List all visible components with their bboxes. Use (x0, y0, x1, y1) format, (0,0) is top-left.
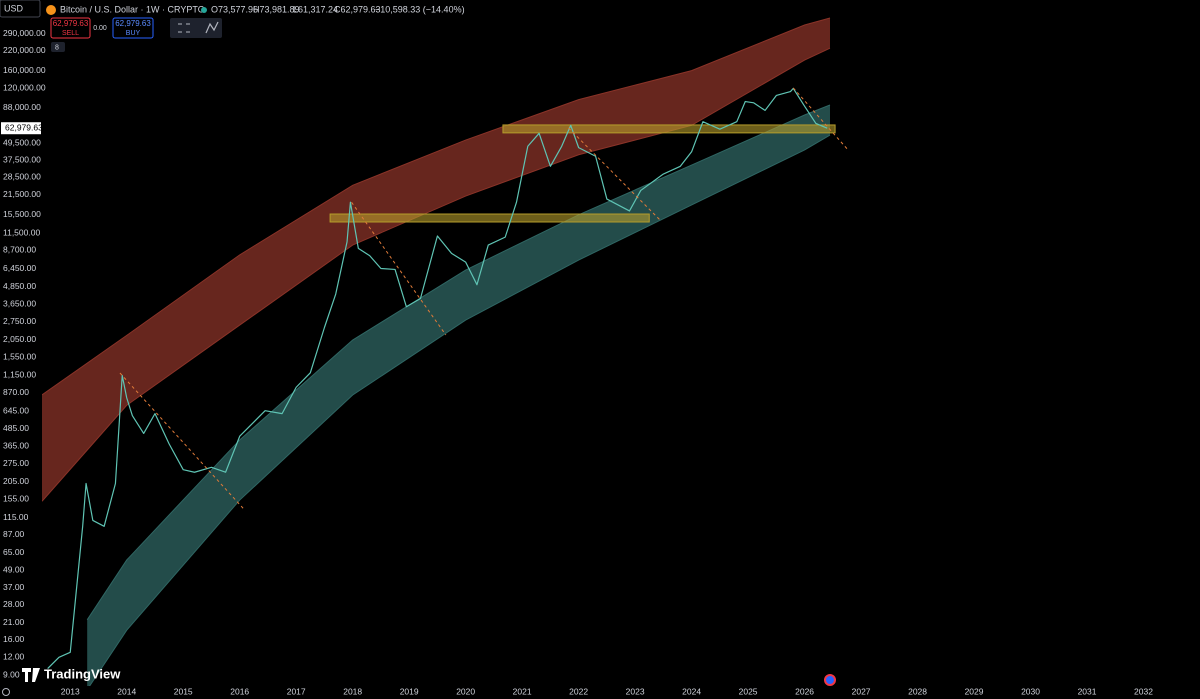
x-tick-label: 2014 (117, 686, 136, 696)
y-tick-label: 87.00 (3, 529, 25, 539)
x-tick-label: 2030 (1021, 686, 1040, 696)
y-tick-label: 645.00 (3, 405, 29, 415)
y-tick-label: 115.00 (3, 512, 29, 522)
y-tick-label: 1,150.00 (3, 370, 36, 380)
band-fill (87, 105, 831, 686)
y-tick-label: 37.00 (3, 582, 25, 592)
y-tick-label: 37,500.00 (3, 154, 41, 164)
y-tick-label: 8,700.00 (3, 245, 36, 255)
y-tick-label: 49.00 (3, 565, 25, 575)
indicators-toggle[interactable] (51, 42, 65, 52)
buy-label[interactable]: BUY (126, 30, 141, 37)
tool-icon[interactable] (205, 21, 219, 34)
y-tick-label: 11,500.00 (3, 227, 40, 237)
logo-icon (22, 668, 40, 682)
spread: 0.00 (93, 25, 107, 32)
ohlc-high: H73,981.89 (253, 4, 300, 14)
ohlc-change: −10,598.33 (−14.40%) (375, 4, 465, 14)
x-tick-label: 2018 (343, 686, 362, 696)
symbol[interactable]: Bitcoin / U.S. Dollar · 1W · CRYPTO (60, 4, 205, 14)
y-tick-label: 65.00 (3, 547, 25, 557)
y-tick-label: 870.00 (3, 387, 29, 397)
symbol-icon (46, 5, 56, 15)
x-tick-label: 2029 (965, 686, 984, 696)
y-tick-label: 2,050.00 (3, 334, 36, 344)
x-tick-label: 2017 (287, 686, 306, 696)
y-tick-label: 21.00 (3, 617, 25, 627)
currency-selector[interactable] (0, 0, 41, 18)
x-tick-label: 2020 (456, 686, 475, 696)
sell-button[interactable] (50, 17, 91, 39)
x-tick-label: 2028 (908, 686, 927, 696)
x-tick-label: 2027 (852, 686, 871, 696)
buy-button[interactable] (112, 17, 154, 39)
ohlc-low: L61,317.24 (293, 4, 338, 14)
market-status (201, 7, 207, 13)
trendline (119, 372, 244, 509)
band-edge (89, 134, 831, 686)
y-tick-label: 28,500.00 (3, 171, 41, 181)
y-tick-label: 290,000.00 (3, 28, 46, 38)
y-tick-label: 2,750.00 (3, 316, 36, 326)
sell-label[interactable]: SELL (62, 30, 79, 37)
trendline (792, 87, 849, 151)
x-tick-label: 2024 (682, 686, 701, 696)
y-tick-label: 1,550.00 (3, 351, 36, 361)
logo: TradingView (44, 666, 121, 681)
settings-icon[interactable] (2, 688, 10, 696)
x-tick-label: 2013 (61, 686, 80, 696)
y-tick-label: 365.00 (3, 441, 29, 451)
x-tick-label: 2022 (569, 686, 588, 696)
zone (502, 124, 836, 134)
y-tick-label: 12.00 (3, 652, 25, 662)
band-edge (42, 17, 831, 396)
y-tick-label: 9.00 (3, 669, 20, 679)
y-tick-label: 485.00 (3, 423, 29, 433)
x-tick-label: 2026 (795, 686, 814, 696)
y-tick-label: 28.00 (3, 599, 25, 609)
x-tick-label: 2031 (1078, 686, 1097, 696)
x-tick-label: 2025 (739, 686, 758, 696)
y-tick-label: 205.00 (3, 476, 29, 486)
band-fill (42, 18, 831, 502)
ohlc-open: O73,577.96 (211, 4, 258, 14)
zone (329, 213, 650, 223)
y-tick-label: 220,000.00 (3, 45, 46, 55)
price-line (47, 87, 828, 669)
indicators-count[interactable]: 8 (55, 44, 59, 51)
y-tick-label: 49,500.00 (3, 137, 41, 147)
y-tick-label: 16.00 (3, 634, 25, 644)
y-tick-label: 15,500.00 (3, 209, 41, 219)
y-tick-label: 275.00 (3, 458, 29, 468)
x-tick-label: 2015 (174, 686, 193, 696)
sell-price[interactable]: 62,979.63 (53, 19, 89, 28)
trendline (568, 127, 661, 221)
y-tick-label: 155.00 (3, 493, 29, 503)
y-tick-label: 120,000.00 (3, 83, 46, 93)
ohlc-close: C62,979.63 (334, 4, 381, 14)
event-flag[interactable] (824, 674, 836, 686)
axes: 290,000.00 220,000.00 160,000.00 120,000.00… (1, 28, 1153, 696)
x-tick-label: 2032 (1134, 686, 1153, 696)
plot-area (42, 17, 849, 686)
y-tick-label: 88,000.00 (3, 102, 41, 112)
last-price-label: 62,979.63 (5, 122, 43, 132)
x-tick-label: 2019 (400, 686, 419, 696)
x-tick-label: 2023 (626, 686, 645, 696)
last-price-tag (1, 122, 41, 135)
y-tick-label: 4,850.00 (3, 281, 36, 291)
y-tick-label: 6,450.00 (3, 263, 36, 273)
buy-price[interactable]: 62,979.63 (115, 19, 151, 28)
tool-buttons[interactable] (170, 18, 222, 38)
y-tick-label: 21,500.00 (3, 189, 41, 199)
y-tick-label: 3,650.00 (3, 298, 36, 308)
x-tick-label: 2016 (230, 686, 249, 696)
x-tick-label: 2021 (513, 686, 532, 696)
y-tick-label: 160,000.00 (3, 65, 46, 75)
band-edge (42, 47, 831, 502)
tool-icon[interactable] (178, 23, 190, 33)
currency[interactable]: USD (4, 3, 24, 13)
